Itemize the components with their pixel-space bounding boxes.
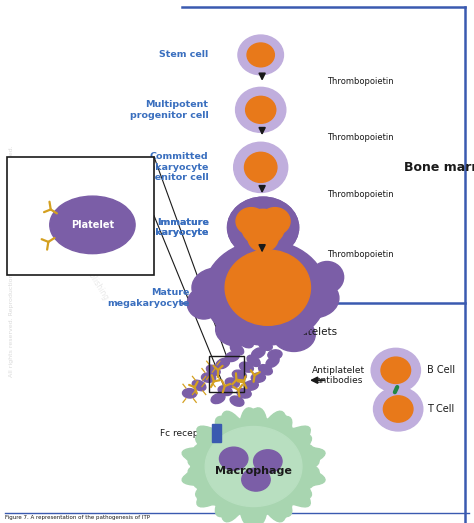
Ellipse shape	[238, 35, 283, 75]
Ellipse shape	[260, 208, 290, 235]
Text: Stem cell: Stem cell	[159, 50, 209, 60]
Ellipse shape	[259, 340, 272, 350]
Text: Thrombopoietin: Thrombopoietin	[327, 132, 394, 142]
Ellipse shape	[219, 447, 248, 470]
Ellipse shape	[182, 389, 197, 398]
Text: GP Ib/IX: GP Ib/IX	[18, 257, 48, 266]
Text: Potential targets for
antiplatelet antibodies: Potential targets for antiplatelet antib…	[29, 167, 132, 187]
Ellipse shape	[232, 370, 246, 380]
Ellipse shape	[204, 241, 327, 345]
Text: Thrombopoietin: Thrombopoietin	[327, 76, 394, 86]
Ellipse shape	[50, 196, 135, 254]
Ellipse shape	[371, 348, 420, 392]
Ellipse shape	[258, 257, 306, 299]
Ellipse shape	[254, 324, 267, 335]
Ellipse shape	[251, 373, 265, 382]
Ellipse shape	[225, 250, 310, 325]
Ellipse shape	[259, 365, 272, 375]
Ellipse shape	[211, 393, 225, 404]
Text: Thrombopoietin: Thrombopoietin	[327, 190, 394, 199]
Text: Platelet: Platelet	[71, 220, 114, 230]
Text: Bone marrow: Bone marrow	[403, 161, 474, 174]
Ellipse shape	[192, 268, 244, 308]
Ellipse shape	[234, 142, 288, 192]
Bar	[212, 424, 221, 442]
Ellipse shape	[187, 288, 220, 319]
Ellipse shape	[230, 344, 244, 355]
Text: Figure 7. A representation of the pathogenesis of ITP: Figure 7. A representation of the pathog…	[5, 515, 150, 520]
Ellipse shape	[242, 209, 284, 246]
Text: All rights reserved. Reproduction in part without permission is prohibited.: All rights reserved. Reproduction in par…	[9, 146, 14, 377]
Text: Platelets: Platelets	[292, 327, 337, 337]
Ellipse shape	[240, 337, 253, 348]
Ellipse shape	[228, 197, 299, 258]
Ellipse shape	[246, 230, 284, 262]
Ellipse shape	[244, 381, 258, 390]
Text: Committed
megakaryocyte
progenitor cell: Committed megakaryocyte progenitor cell	[126, 153, 209, 182]
Text: Multipotent
progenitor cell: Multipotent progenitor cell	[130, 100, 209, 120]
Ellipse shape	[244, 331, 258, 340]
Ellipse shape	[236, 208, 266, 235]
Ellipse shape	[245, 152, 277, 183]
Ellipse shape	[252, 348, 265, 358]
Ellipse shape	[207, 365, 220, 376]
Ellipse shape	[266, 356, 279, 368]
Ellipse shape	[228, 197, 299, 258]
Bar	[7, 157, 154, 275]
Ellipse shape	[216, 358, 229, 369]
Ellipse shape	[218, 386, 232, 395]
Ellipse shape	[242, 468, 270, 491]
Text: B Cell: B Cell	[427, 365, 455, 376]
Ellipse shape	[248, 224, 278, 252]
Ellipse shape	[287, 278, 339, 318]
Text: Immature
megakaryocyte: Immature megakaryocyte	[126, 218, 209, 237]
Ellipse shape	[310, 262, 344, 293]
Ellipse shape	[273, 318, 315, 351]
Ellipse shape	[230, 396, 244, 406]
Text: Antiplatelet
antibodies: Antiplatelet antibodies	[312, 366, 365, 385]
Ellipse shape	[246, 281, 294, 323]
Text: Thrombopoietin: Thrombopoietin	[327, 250, 394, 259]
Ellipse shape	[268, 350, 282, 359]
Ellipse shape	[192, 380, 206, 391]
Ellipse shape	[236, 87, 286, 132]
Ellipse shape	[246, 96, 276, 123]
Ellipse shape	[230, 257, 277, 299]
Ellipse shape	[225, 352, 239, 361]
Text: Mature
megakaryocyte: Mature megakaryocyte	[107, 288, 190, 308]
Ellipse shape	[247, 355, 260, 367]
Ellipse shape	[225, 378, 239, 388]
Text: GP IIb/IIIa: GP IIb/IIIa	[18, 194, 55, 203]
Ellipse shape	[247, 43, 274, 67]
Ellipse shape	[205, 427, 302, 506]
Bar	[209, 356, 244, 392]
Text: T Cell: T Cell	[427, 404, 454, 414]
Ellipse shape	[237, 389, 251, 398]
Text: Macrophage: Macrophage	[215, 465, 292, 476]
Polygon shape	[182, 408, 325, 523]
Ellipse shape	[254, 450, 282, 473]
Ellipse shape	[201, 373, 216, 382]
Text: Fc receptor: Fc receptor	[160, 428, 211, 438]
Text: Immature
megakaryocyte: Immature megakaryocyte	[126, 218, 209, 237]
Ellipse shape	[374, 387, 423, 431]
Ellipse shape	[263, 333, 277, 342]
Ellipse shape	[216, 313, 258, 346]
Ellipse shape	[383, 396, 413, 422]
Ellipse shape	[381, 357, 410, 383]
Ellipse shape	[239, 362, 254, 372]
Text: Copyright © 2009 McMahon Publishing: Copyright © 2009 McMahon Publishing	[23, 169, 110, 301]
Ellipse shape	[258, 315, 273, 325]
